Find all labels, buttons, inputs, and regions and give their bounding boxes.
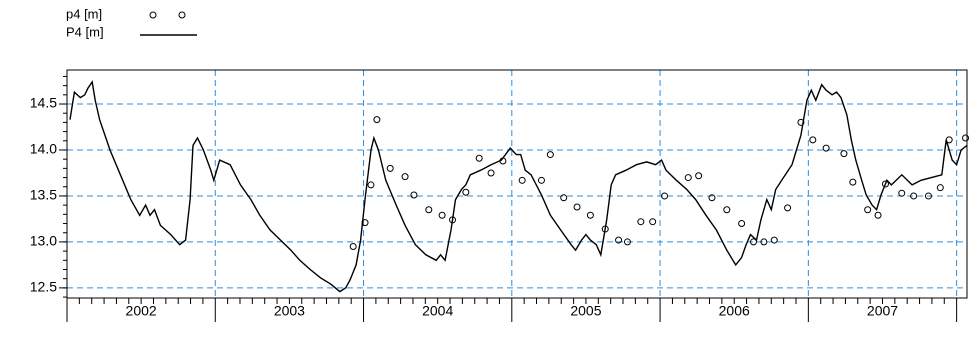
data-point: [770, 236, 778, 244]
data-point: [401, 173, 409, 181]
x-tick-label: 2006: [719, 303, 750, 319]
x-tick-label: 2002: [126, 303, 157, 319]
legend-label: p4 [m]: [66, 6, 102, 21]
data-point: [749, 238, 757, 246]
data-point: [784, 204, 792, 212]
data-point: [518, 176, 526, 184]
x-tick-label: 2005: [570, 303, 601, 319]
data-point: [738, 220, 746, 228]
data-point: [797, 118, 805, 126]
legend-marker: [149, 11, 157, 19]
data-point: [723, 206, 731, 214]
data-point: [573, 203, 581, 211]
data-point: [849, 178, 857, 186]
data-point: [684, 174, 692, 182]
data-point: [386, 164, 394, 172]
data-point: [537, 176, 545, 184]
data-point: [637, 218, 645, 226]
data-point: [546, 151, 554, 159]
data-point: [438, 211, 446, 219]
y-tick-label: 14.0: [30, 141, 57, 157]
y-tick-label: 13.5: [30, 187, 57, 203]
data-point: [649, 218, 657, 226]
data-point: [840, 150, 848, 158]
data-point: [864, 206, 872, 214]
data-point: [962, 134, 970, 142]
data-point: [586, 211, 594, 219]
y-tick-label: 13.0: [30, 233, 57, 249]
data-point: [910, 192, 918, 200]
data-point: [475, 154, 483, 162]
legend-marker: [178, 11, 186, 19]
data-point: [410, 191, 418, 199]
plot-frame: [66, 69, 968, 299]
data-point: [708, 194, 716, 202]
data-point: [874, 211, 882, 219]
data-point: [615, 236, 623, 244]
data-point: [695, 172, 703, 180]
data-point: [623, 238, 631, 246]
data-point: [487, 169, 495, 177]
data-point: [809, 136, 817, 144]
x-tick-label: 2004: [422, 303, 453, 319]
data-point: [367, 181, 375, 189]
y-tick-label: 12.5: [30, 279, 57, 295]
data-point: [661, 192, 669, 200]
data-point: [936, 184, 944, 192]
data-point: [898, 189, 906, 197]
x-tick-label: 2003: [274, 303, 305, 319]
data-point: [560, 194, 568, 202]
data-point: [881, 180, 889, 188]
x-tick-label: 2007: [867, 303, 898, 319]
data-point: [425, 206, 433, 214]
data-point: [760, 238, 768, 246]
data-point: [924, 192, 932, 200]
y-tick-label: 14.5: [30, 95, 57, 111]
data-point: [349, 243, 357, 251]
data-line: [69, 80, 968, 293]
data-point: [373, 116, 381, 124]
legend-label: P4 [m]: [66, 24, 104, 39]
data-point: [462, 188, 470, 196]
data-point: [822, 144, 830, 152]
